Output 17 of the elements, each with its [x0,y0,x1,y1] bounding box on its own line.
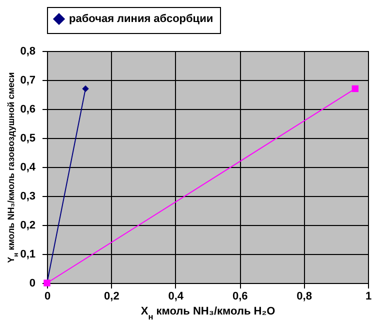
y-tick-label: 0,8 [20,46,36,58]
y-tick-label: 0,6 [20,104,36,116]
x-tick-label: 0,6 [232,290,248,302]
y-tick-label: 0,1 [20,248,36,260]
y-tick-label: 0,5 [20,132,36,144]
x-tick-label: 1 [365,290,372,302]
x-axis-title: X$_{н}$ кмоль NH₃/кмоль H₂O [140,306,276,321]
x-tick-label: 0 [44,290,51,302]
y-tick-label: 0,4 [20,162,36,174]
y-tick-label: 0,2 [20,220,36,232]
y-tick-label: 0,7 [20,74,36,86]
x-tick-label: 0,2 [104,290,120,302]
y-tick-label: 0 [29,278,36,290]
legend-label: рабочая линия абсорбции [69,13,214,25]
x-tick-label: 0,4 [168,290,184,302]
y-tick-label: 0,3 [20,190,36,202]
x-tick-label: 0,8 [296,290,312,302]
